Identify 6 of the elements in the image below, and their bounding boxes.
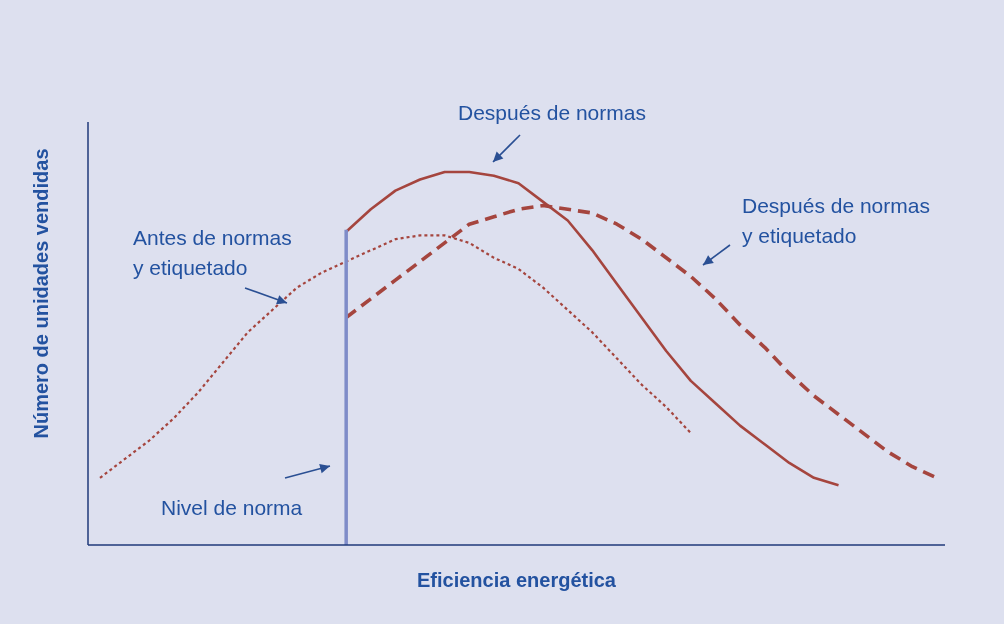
x-axis-title: Eficiencia energética: [417, 569, 617, 591]
y-axis-title: Número de unidades vendidas: [30, 148, 52, 439]
text: Después de normas y etiquetado: [742, 194, 930, 247]
series-label: Antes de normas y etiquetado: [133, 226, 292, 279]
text: Nivel de norma: [161, 496, 303, 519]
text: Después de normas: [458, 101, 646, 124]
